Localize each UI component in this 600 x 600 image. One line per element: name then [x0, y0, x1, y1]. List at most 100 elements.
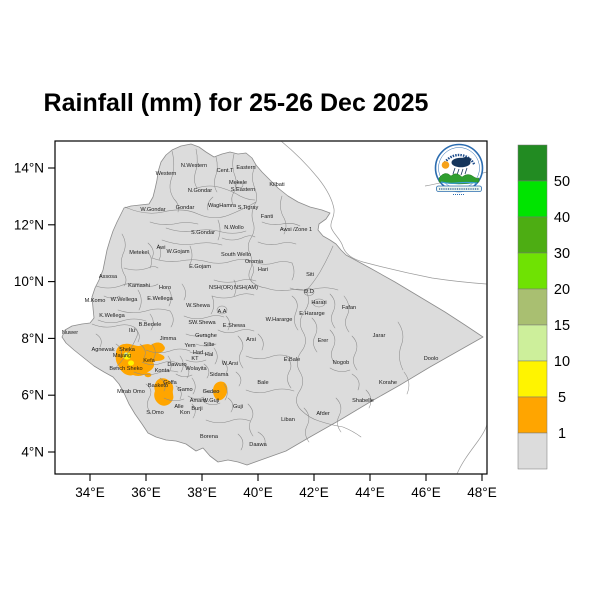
- zone-label-e-bale: E.Bale: [284, 357, 300, 363]
- zone-label-hal: Hal: [205, 352, 213, 358]
- y-tick-label: 8°N: [21, 331, 44, 346]
- zone-label-gedeo: Gedeo: [203, 389, 220, 395]
- logo-outer-ring: [434, 143, 484, 193]
- legend-swatch: [517, 432, 548, 470]
- legend-label: 30: [554, 246, 570, 262]
- zone-label-alle: Alle: [174, 404, 183, 410]
- map-plot-area: Western N.Western Cent.T Eastern MekeleS.Eas…: [61, 141, 487, 474]
- legend-swatch: [517, 180, 548, 218]
- zone-label-dawuro: Dawuro: [167, 362, 186, 368]
- zone-label-afder: Afder: [316, 411, 330, 417]
- zone-label-wolayita: Wolayita: [185, 366, 207, 372]
- zone-label-amaro: Amaro: [190, 398, 206, 404]
- zone-label-cent-t: Cent.T: [217, 168, 234, 174]
- zone-label-erer: Erer: [318, 338, 329, 344]
- zone-label-w-shewa: W.Shewa: [186, 303, 211, 309]
- zone-label-jimma: Jimma: [160, 336, 177, 342]
- zone-label-bench-sheko: Bench Sheko: [109, 366, 142, 372]
- rain-spot-yellow-2: [128, 360, 134, 366]
- rain-patch-goffa: [154, 378, 174, 406]
- zone-label-sw-shewa: SW.Shewa: [188, 320, 216, 326]
- zone-label-awi: Awi: [157, 245, 166, 251]
- zone-label-s-eastern: S.Eastern: [231, 187, 256, 193]
- logo-arc-text: [442, 153, 476, 166]
- y-tick-label: 4°N: [21, 445, 44, 460]
- zone-label-bale: Bale: [257, 380, 268, 386]
- zone-label-konta: Konta: [155, 368, 171, 374]
- zone-label-arsi: Arsi: [246, 337, 256, 343]
- zone-label-gondar: Gondar: [176, 205, 195, 211]
- zone-label-w-guji: W.Guji: [203, 398, 219, 404]
- legend-label: 5: [558, 390, 566, 406]
- y-tick-label: 10°N: [14, 274, 44, 289]
- x-tick-label: 44°E: [355, 485, 384, 500]
- zone-label-b-bedele: B.Bedele: [139, 322, 162, 328]
- zone-label-south-wello: South Wello: [221, 252, 251, 258]
- logo-rain-icon: [452, 167, 468, 176]
- zone-label-n-gondar: N.Gondar: [188, 188, 212, 194]
- zone-label-nsh-or-: NSH(OR): [209, 285, 233, 291]
- zone-label-guraghe: Guraghe: [195, 333, 217, 339]
- legend-colorbar: 50 40 30 20 15 10 5 1: [517, 144, 570, 470]
- zone-label-metekel: Metekel: [129, 250, 149, 256]
- x-tick-label: 46°E: [411, 485, 440, 500]
- y-tick-label: 12°N: [14, 217, 44, 232]
- page-title: Rainfall (mm) for 25-26 Dec 2025: [44, 89, 429, 117]
- x-axis: 34°E 36°E 38°E 40°E 42°E 44°E 46°E 48°E: [75, 474, 497, 500]
- logo-cloud-icon-2: [461, 157, 471, 163]
- zone-label-borena: Borena: [200, 434, 219, 440]
- zone-label-w-arsi: W.Arsi: [222, 361, 238, 367]
- zone-label-n-western: N.Western: [181, 163, 207, 169]
- y-tick-label: 6°N: [21, 388, 44, 403]
- rainfall-patches: [115, 342, 228, 406]
- zone-label-n-wollo: N.Wollo: [224, 225, 243, 231]
- zone-label-fanti: Fanti: [261, 214, 273, 220]
- x-tick-label: 48°E: [467, 485, 496, 500]
- logo-sun-icon: [441, 161, 450, 169]
- zone-label-mirab-omo: Mirab Omo: [117, 389, 145, 395]
- zone-label-siti: Siti: [306, 272, 314, 278]
- zone-label-e-wellega: E.Wellega: [147, 296, 173, 302]
- y-axis: 14°N 12°N 10°N 8°N 6°N 4°N: [14, 161, 55, 460]
- zone-label-nsh-am-: NSH(AM): [234, 285, 258, 291]
- zone-label-had: Had: [193, 350, 203, 356]
- zone-label-goffa: Goffa: [163, 380, 177, 386]
- zone-label-fafan: Fafan: [342, 305, 356, 311]
- zone-label-daawa: Daawa: [249, 442, 267, 448]
- legend-label: 15: [554, 318, 570, 334]
- legend-swatch: [517, 144, 548, 182]
- legend-swatch: [517, 288, 548, 326]
- zone-label-sidama: Sidama: [210, 372, 230, 378]
- zone-label-kamashi: Kamashi: [128, 283, 150, 289]
- x-tick-label: 42°E: [299, 485, 328, 500]
- zone-label-w-gondar: W.Gondar: [140, 207, 165, 213]
- zone-label-kilbati: Kilbati: [269, 182, 284, 188]
- zone-label-awsi-zone-1: Awsi /Zone 1: [280, 227, 312, 233]
- zone-borders: [91, 148, 410, 451]
- zone-label-basketo: Basketo: [148, 383, 168, 389]
- zone-label-m-komo: M.Komo: [85, 298, 106, 304]
- legend-swatch: [517, 324, 548, 362]
- legend-label: 20: [554, 282, 570, 298]
- zone-label-w-hararge: W.Hararge: [266, 317, 293, 323]
- zone-label-w-gojam: W.Gojam: [166, 249, 189, 255]
- y-tick-label: 14°N: [14, 161, 44, 176]
- zone-label-s-tigray: S.Tigray: [238, 205, 259, 211]
- zone-label-silte: Silte: [204, 342, 215, 348]
- legend-label: 1: [558, 426, 566, 442]
- zone-label-e-hararge: E.Hararge: [299, 311, 325, 317]
- zone-label-korahe: Korahe: [379, 380, 397, 386]
- zone-label-doolo: Doolo: [424, 356, 439, 362]
- zone-label-eastern: Eastern: [236, 165, 255, 171]
- zone-label-mekele: Mekele: [229, 180, 247, 186]
- legend-swatch: [517, 360, 548, 398]
- zone-label-a-a: A.A: [217, 309, 226, 315]
- logo-water-icon: [440, 181, 478, 184]
- zone-label-kt: KT: [191, 356, 199, 362]
- zone-label-w-wellega: W.Wellega: [111, 297, 139, 303]
- zone-label-horo: Horo: [159, 285, 171, 291]
- zone-label-s-gondar: S.Gondar: [191, 230, 215, 236]
- zone-label-assosa: Assosa: [99, 274, 118, 280]
